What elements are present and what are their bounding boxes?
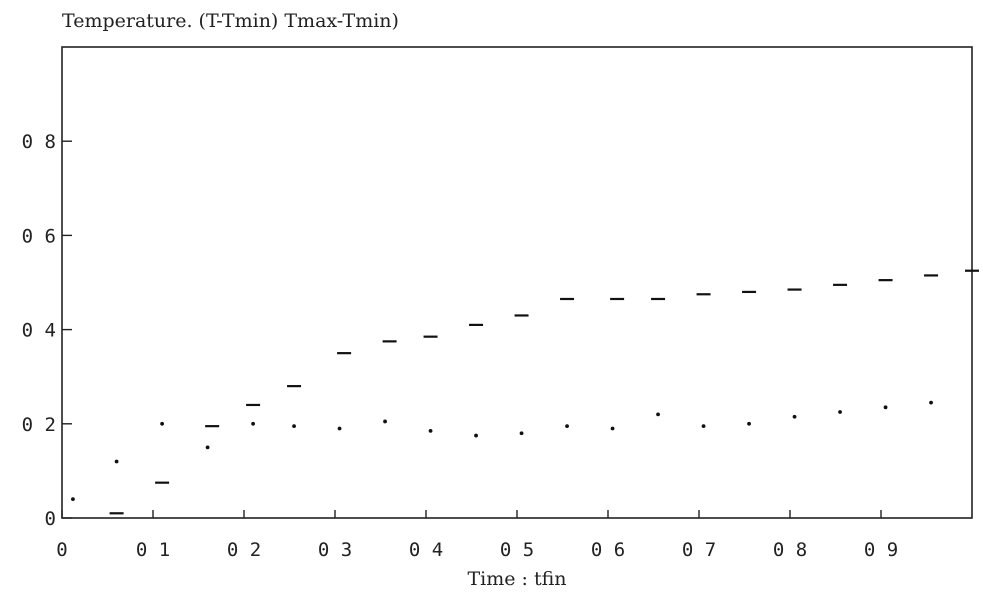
data-point-dot [519,431,524,436]
y-tick-label: 0 2 [22,414,56,436]
x-axis-title: Time : tfin [467,568,566,590]
data-point-dot [565,424,569,429]
data-point-dot [656,412,660,417]
plot-frame [61,46,973,519]
x-tick-label: 0 7 [682,539,716,561]
data-point-dot [883,405,888,410]
x-tick-label: 0 [56,539,67,561]
data-point-dot [383,419,387,424]
data-point-dot [160,421,165,426]
x-tick-label: 0 6 [591,539,625,561]
y-tick-label: 0 4 [22,320,56,342]
data-point-dot [205,445,210,450]
y-tick-label: 0 8 [22,131,56,153]
x-tick-label: 0 4 [409,539,443,561]
data-point-dot [337,426,342,431]
y-axis-ticks: 0 0 2 0 4 0 6 0 8 [22,131,72,530]
data-point-dot [474,433,478,438]
data-point-dot [610,426,615,431]
chart-title: Temperature. (T-Tmin) Tmax-Tmin) [62,10,399,32]
data-point-dot [929,400,933,405]
y-tick-label: 0 [45,508,56,530]
x-tick-label: 0 8 [773,539,807,561]
data-point-dot [251,421,256,426]
x-tick-label: 0 1 [136,539,170,561]
data-point-dot [747,421,751,426]
data-point-dot [428,428,433,433]
x-axis-ticks: 0 0 1 0 2 0 3 0 4 0 5 0 6 0 7 0 8 0 9 [56,510,898,561]
series-dot-markers [71,400,933,502]
data-point-dot [114,459,119,464]
x-tick-label: 0 9 [864,539,898,561]
data-point-dot [838,410,842,414]
data-point-dot [701,424,706,429]
series-dash-markers [109,269,979,515]
data-point-dot [292,424,296,429]
x-tick-label: 0 3 [318,539,352,561]
y-tick-label: 0 6 [22,225,56,247]
data-point-dot [792,414,797,419]
x-tick-label: 0 2 [227,539,261,561]
data-point-dot [71,497,75,502]
x-tick-label: 0 5 [500,539,534,561]
